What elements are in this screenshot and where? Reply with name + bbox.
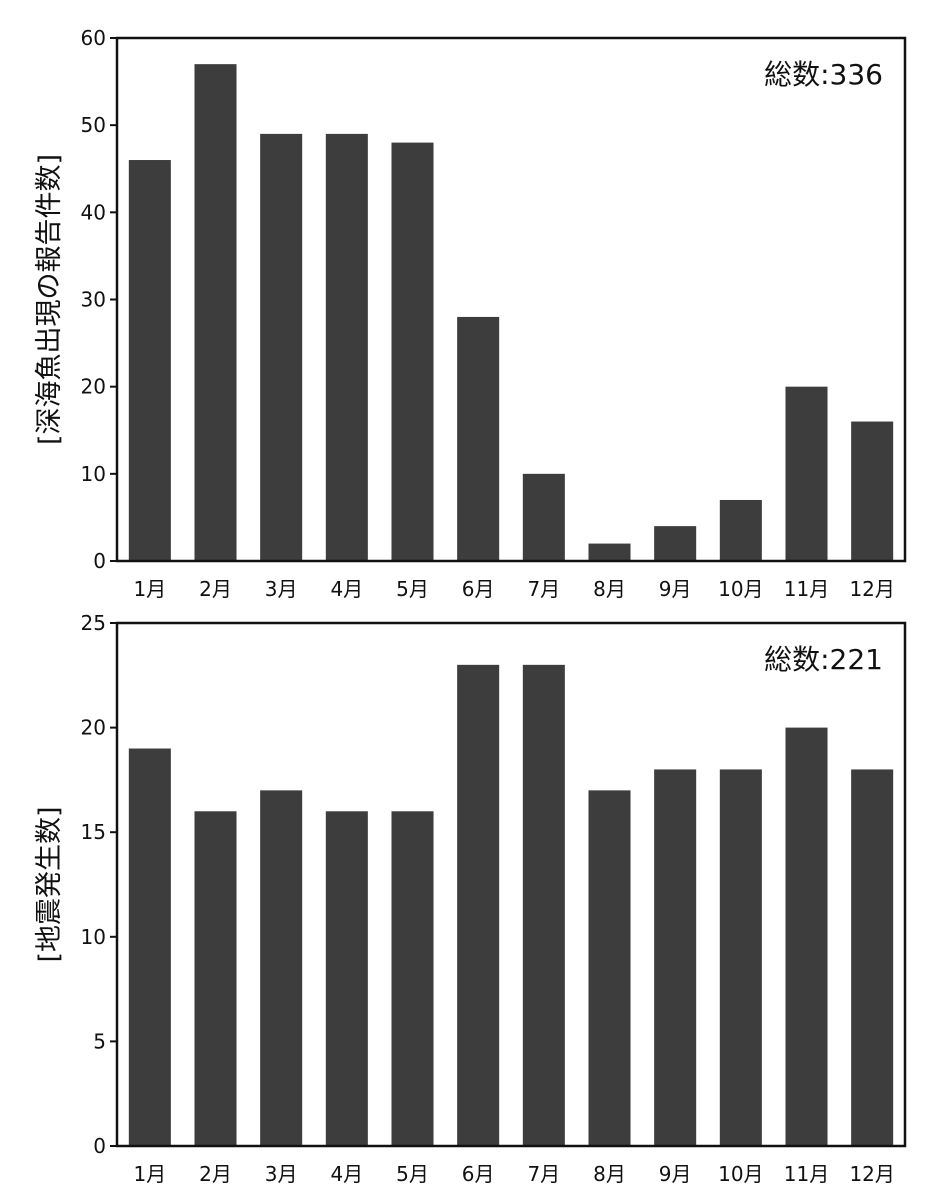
bar-2 xyxy=(194,811,237,1146)
x-tick-label: 2月 xyxy=(199,1162,232,1186)
bar-6 xyxy=(457,664,500,1146)
y-tick-label: 0 xyxy=(93,549,106,573)
x-tick-label: 2月 xyxy=(199,577,232,601)
x-tick-label: 6月 xyxy=(462,577,495,601)
chart-deep-sea-fish-reports: 0 10 20 30 40 50 60 1月 2月 3月 4月 5月 6月 7月 8月 9月 10月 11月 12月… xyxy=(34,26,907,601)
x-tick-label: 5月 xyxy=(396,1162,429,1186)
x-tick-label: 1月 xyxy=(133,577,166,601)
y-tick-label: 20 xyxy=(81,716,106,740)
bar-3 xyxy=(260,790,303,1146)
y-tick-label: 25 xyxy=(81,611,106,635)
x-tick-label: 8月 xyxy=(593,1162,626,1186)
y-axis-label: [地震発生数] xyxy=(34,806,65,962)
total-annotation: 総数:336 xyxy=(764,58,883,91)
y-tick-label: 10 xyxy=(81,462,106,486)
chart-earthquake-count: 0 5 10 15 20 25 1月 2月 3月 4月 5月 6月 7月 8月 9月 10月 11月 12月 [地震… xyxy=(34,611,907,1186)
bar-7 xyxy=(522,664,565,1146)
bar-6 xyxy=(457,316,500,561)
total-annotation: 総数:221 xyxy=(764,643,883,676)
bar-5 xyxy=(391,142,434,561)
y-tick-label: 15 xyxy=(81,820,106,844)
bar-12 xyxy=(851,769,894,1146)
plot-frame xyxy=(115,621,907,1148)
y-tick-label: 5 xyxy=(93,1029,106,1053)
bar-8 xyxy=(588,790,631,1146)
bar-1 xyxy=(128,160,171,561)
bar-7 xyxy=(522,473,565,561)
x-tick-label: 3月 xyxy=(265,577,298,601)
x-tick-label: 5月 xyxy=(396,577,429,601)
bar-1 xyxy=(128,748,171,1146)
bar-9 xyxy=(654,526,697,561)
bar-2 xyxy=(194,64,237,562)
bar-12 xyxy=(851,421,894,561)
y-tick-label: 0 xyxy=(93,1134,106,1158)
y-tick-label: 20 xyxy=(81,375,106,399)
y-tick-label: 30 xyxy=(81,288,106,312)
x-tick-label: 1月 xyxy=(133,1162,166,1186)
x-tick-label: 9月 xyxy=(659,577,692,601)
x-tick-label: 11月 xyxy=(784,1162,829,1186)
y-tick-label: 40 xyxy=(81,200,106,224)
y-tick-label: 10 xyxy=(81,925,106,949)
x-tick-label: 10月 xyxy=(718,577,763,601)
bar-9 xyxy=(654,769,697,1146)
bar-3 xyxy=(260,133,303,561)
x-tick-label: 11月 xyxy=(784,577,829,601)
bar-11 xyxy=(785,727,828,1146)
bar-8 xyxy=(588,543,631,561)
x-tick-label: 8月 xyxy=(593,577,626,601)
y-axis-label: [深海魚出現の報告件数] xyxy=(34,154,65,445)
bar-11 xyxy=(785,386,828,561)
bar-4 xyxy=(325,811,368,1146)
x-tick-label: 6月 xyxy=(462,1162,495,1186)
x-tick-label: 12月 xyxy=(849,1162,894,1186)
x-tick-label: 7月 xyxy=(527,1162,560,1186)
x-tick-label: 12月 xyxy=(849,577,894,601)
x-tick-label: 9月 xyxy=(659,1162,692,1186)
y-tick-label: 50 xyxy=(81,113,106,137)
x-tick-label: 4月 xyxy=(330,1162,363,1186)
x-tick-label: 10月 xyxy=(718,1162,763,1186)
x-tick-label: 4月 xyxy=(330,577,363,601)
bar-4 xyxy=(325,133,368,561)
bar-10 xyxy=(719,769,762,1146)
bar-5 xyxy=(391,811,434,1146)
y-tick-label: 60 xyxy=(81,26,106,50)
x-tick-label: 7月 xyxy=(527,577,560,601)
x-tick-label: 3月 xyxy=(265,1162,298,1186)
bar-10 xyxy=(719,499,762,561)
